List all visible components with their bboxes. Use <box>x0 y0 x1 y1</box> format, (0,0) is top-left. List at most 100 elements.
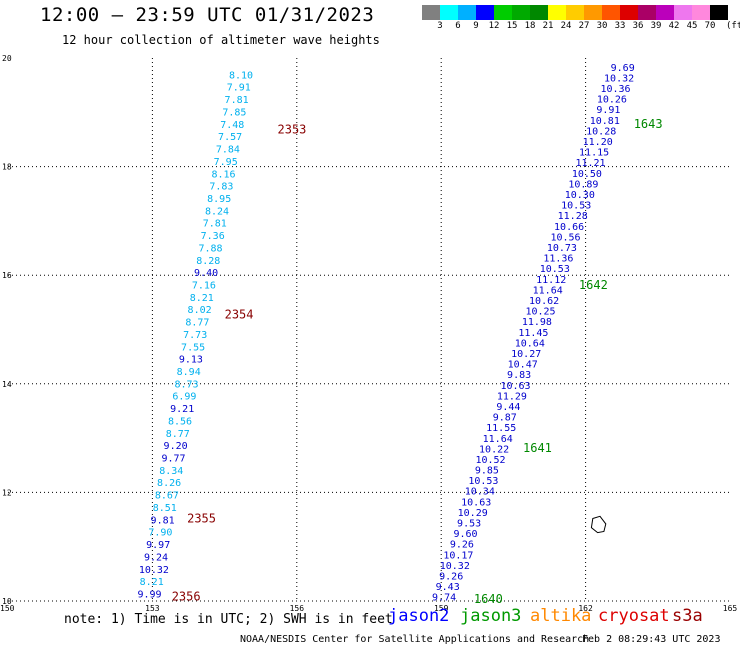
wave-height-point: 8.56 <box>168 416 192 427</box>
wave-height-point: 9.69 <box>611 63 635 74</box>
color-scale-tick-label: 45 <box>686 21 698 31</box>
x-tick-label: 153 <box>145 604 160 613</box>
wave-height-point: 8.02 <box>188 305 212 316</box>
color-scale-tick-label: 30 <box>596 21 608 31</box>
wave-height-point: 10.53 <box>561 201 591 212</box>
wave-height-point: 10.89 <box>568 179 598 190</box>
color-scale-bar <box>422 5 728 20</box>
credit-line: NOAA/NESDIS Center for Satellite Applica… <box>240 634 590 645</box>
wave-height-point: 8.51 <box>153 503 177 514</box>
wave-height-point: 7.55 <box>181 342 205 353</box>
color-scale-swatch <box>584 5 603 20</box>
color-scale-tick-label: 21 <box>542 21 554 31</box>
wave-height-point: 9.21 <box>170 404 194 415</box>
color-scale-swatch <box>476 5 495 20</box>
x-tick-label: 150 <box>0 604 15 613</box>
wave-height-point: 10.64 <box>515 338 545 349</box>
color-scale-swatch <box>566 5 585 20</box>
pass-time-label: 2355 <box>187 512 216 526</box>
color-scale-swatch <box>602 5 621 20</box>
wave-height-point: 10.17 <box>443 550 473 561</box>
pass-time-label: 2353 <box>278 123 307 137</box>
wave-height-point: 6.99 <box>172 392 196 403</box>
x-tick-label: 162 <box>578 604 593 613</box>
wave-height-point: 7.57 <box>218 132 242 143</box>
wave-height-point: 7.88 <box>198 243 222 254</box>
wave-height-point: 9.97 <box>146 540 170 551</box>
color-scale-tick-label: 24 <box>560 21 572 31</box>
wave-height-point: 8.21 <box>140 577 164 588</box>
wave-height-point: 9.26 <box>439 572 463 583</box>
wave-height-point: 9.91 <box>596 105 620 116</box>
wave-height-point: 11.21 <box>575 158 605 169</box>
wave-height-point: 9.44 <box>496 402 520 413</box>
wave-height-point: 11.98 <box>522 317 552 328</box>
wave-height-point: 10.32 <box>139 565 169 576</box>
wave-height-point: 11.29 <box>497 391 527 402</box>
color-scale-swatch <box>422 5 441 20</box>
wave-height-point: 7.48 <box>220 120 244 131</box>
footer-note: note: 1) Time is in UTC; 2) SWH is in fe… <box>64 612 393 627</box>
wave-height-point: 8.73 <box>174 379 198 390</box>
color-scale-swatch <box>692 5 711 20</box>
color-scale-swatch <box>548 5 567 20</box>
page-title: 12:00 — 23:59 UTC 01/31/2023 <box>40 4 375 26</box>
wave-height-point: 7.81 <box>203 219 227 230</box>
wave-height-point: 7.81 <box>225 95 249 106</box>
wave-height-point: 10.63 <box>500 381 530 392</box>
color-scale-tick-label: 3 <box>437 21 443 31</box>
legend-jason2: jason2 <box>388 606 450 626</box>
wave-height-point: 10.63 <box>461 497 491 508</box>
wave-height-point: 10.62 <box>529 296 559 307</box>
wave-height-point: 8.28 <box>196 256 220 267</box>
color-scale-swatch <box>620 5 639 20</box>
wave-height-point: 10.32 <box>604 73 634 84</box>
y-tick-label: 20 <box>2 54 12 63</box>
wave-height-point: 8.24 <box>205 206 229 217</box>
wave-height-point: 10.25 <box>525 307 555 318</box>
wave-height-point: 7.36 <box>201 231 225 242</box>
wave-height-point: 8.94 <box>177 367 201 378</box>
wave-height-point: 11.12 <box>536 275 566 286</box>
wave-height-point: 9.20 <box>164 441 188 452</box>
wave-height-point: 11.55 <box>486 423 516 434</box>
legend-jason3: jason3 <box>460 606 522 626</box>
x-tick-label: 165 <box>723 604 738 613</box>
wave-height-point: 9.85 <box>475 466 499 477</box>
wave-height-point: 7.95 <box>214 157 238 168</box>
color-scale-tick-label: 18 <box>524 21 536 31</box>
wave-height-point: 8.67 <box>155 491 179 502</box>
wave-height-point: 10.50 <box>572 169 602 180</box>
page-subtitle: 12 hour collection of altimeter wave hei… <box>62 33 380 47</box>
color-scale-tick-label: 33 <box>614 21 626 31</box>
pass-time-label: 1641 <box>523 441 552 455</box>
wave-height-point: 9.24 <box>144 552 168 563</box>
color-scale-tick-label: 9 <box>473 21 479 31</box>
legend-cryosat: cryosat <box>598 606 670 626</box>
wave-height-point: 11.64 <box>533 285 563 296</box>
y-tick-label: 18 <box>2 163 12 172</box>
wave-height-point: 7.16 <box>192 281 216 292</box>
wave-height-point: 10.32 <box>440 561 470 572</box>
wave-height-point: 9.77 <box>161 454 185 465</box>
wave-height-point: 10.66 <box>554 222 584 233</box>
color-scale-swatch <box>674 5 693 20</box>
y-tick-label: 14 <box>2 380 12 389</box>
color-scale-swatch <box>494 5 513 20</box>
wave-height-point: 10.30 <box>565 190 595 201</box>
y-tick-label: 12 <box>2 488 12 497</box>
wave-height-point: 10.27 <box>511 349 541 360</box>
wave-height-point: 8.21 <box>190 293 214 304</box>
color-scale-swatch <box>638 5 657 20</box>
generated-timestamp: Feb 2 08:29:43 UTC 2023 <box>582 634 721 645</box>
wave-height-point: 8.77 <box>185 318 209 329</box>
color-scale-swatch <box>512 5 531 20</box>
wave-height-point: 11.36 <box>543 254 573 265</box>
wave-height-point: 11.28 <box>558 211 588 222</box>
color-scale-swatch <box>530 5 549 20</box>
wave-height-point: 7.85 <box>222 108 246 119</box>
wave-height-point: 10.28 <box>586 126 616 137</box>
y-tick-label: 16 <box>2 271 12 280</box>
color-scale-tick-label: 27 <box>578 21 590 31</box>
